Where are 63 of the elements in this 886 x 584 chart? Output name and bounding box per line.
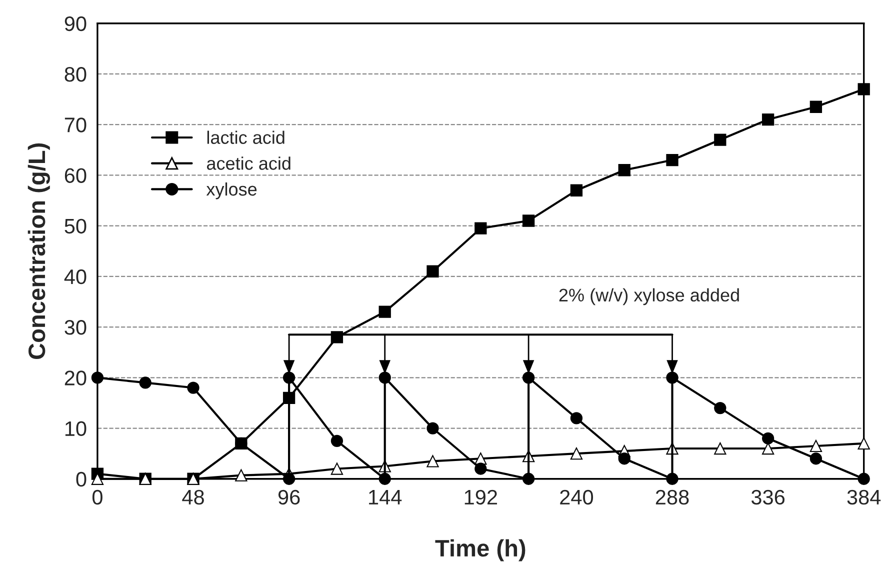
point xyxy=(426,455,439,468)
point xyxy=(570,448,583,460)
point xyxy=(570,412,583,424)
y-tick-label: 10 xyxy=(65,421,86,436)
x-tick-label: 96 xyxy=(278,490,300,505)
point xyxy=(618,452,630,465)
point xyxy=(522,472,535,485)
point xyxy=(330,434,344,447)
point xyxy=(618,164,630,176)
point xyxy=(282,372,296,384)
y-tick-label: 80 xyxy=(64,66,86,82)
y-tick-label: 30 xyxy=(64,320,86,335)
x-tick-label: 0 xyxy=(92,490,102,505)
point xyxy=(187,382,200,394)
point xyxy=(330,462,344,475)
y-tick-label: 0 xyxy=(76,472,86,487)
point xyxy=(666,154,678,166)
point xyxy=(666,472,678,485)
x-tick-label: 384 xyxy=(847,490,881,505)
y-tick-label: 50 xyxy=(64,218,86,234)
point xyxy=(426,422,439,434)
y-tick-label: 90 xyxy=(64,16,86,32)
point xyxy=(378,372,391,384)
x-tick-label: 336 xyxy=(751,490,785,505)
point xyxy=(570,184,583,196)
point xyxy=(714,402,726,414)
y-tick-label: 40 xyxy=(64,269,86,284)
point xyxy=(858,472,870,485)
annotation: 2% (w/v) xylose added xyxy=(559,288,739,306)
point xyxy=(378,306,391,318)
point xyxy=(810,100,822,113)
point xyxy=(282,472,296,485)
x-axis-title: Time (h) xyxy=(435,539,526,562)
point xyxy=(762,432,774,444)
x-tick-label: 240 xyxy=(560,490,594,505)
point xyxy=(810,452,822,465)
x-tick-label: 192 xyxy=(464,490,497,505)
point xyxy=(91,372,104,384)
point xyxy=(762,113,774,126)
point xyxy=(666,372,678,384)
point xyxy=(474,222,487,234)
point xyxy=(522,214,535,227)
point xyxy=(474,462,487,475)
point xyxy=(235,469,248,482)
point xyxy=(378,472,391,485)
y-tick-label: 60 xyxy=(64,168,86,183)
point xyxy=(522,372,535,384)
point xyxy=(858,437,870,450)
legend-label: lactic acid xyxy=(207,130,284,144)
y-tick-label: 70 xyxy=(64,118,86,132)
point xyxy=(858,83,870,96)
y-tick-label: 20 xyxy=(64,370,86,386)
y-axis-title: Concentration (g/L) xyxy=(28,143,50,359)
x-tick-label: 48 xyxy=(182,490,204,505)
point xyxy=(714,442,726,455)
point xyxy=(714,134,726,146)
point xyxy=(810,440,822,452)
point xyxy=(139,376,152,389)
x-tick-label: 288 xyxy=(656,490,689,505)
point xyxy=(426,265,439,278)
legend-label: xylose xyxy=(206,182,257,200)
legend-label: acetic acid xyxy=(206,156,290,170)
x-tick-label: 144 xyxy=(369,490,402,504)
